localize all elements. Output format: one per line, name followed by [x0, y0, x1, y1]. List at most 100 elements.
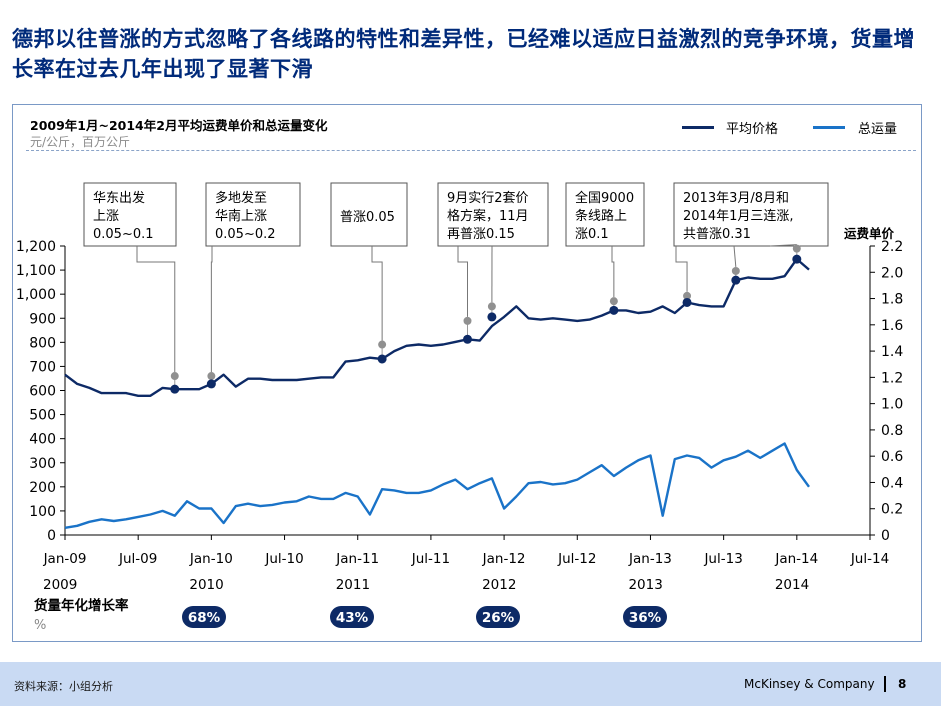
year-label: 2013: [628, 577, 662, 593]
pre-increase-marker: [683, 291, 692, 300]
right-tick-label: 0.4: [881, 475, 903, 491]
pre-increase-marker: [207, 372, 216, 381]
pre-increase-marker: [487, 302, 496, 311]
annotation-box: [83, 182, 177, 247]
annotation-text: 共普涨0.31: [683, 227, 751, 242]
footer-bar: [0, 662, 941, 706]
footer-separator: [884, 676, 886, 692]
x-tick-label: Jul-12: [557, 551, 596, 567]
pre-increase-marker: [463, 316, 472, 325]
left-tick-label: 1,200: [16, 239, 56, 255]
growth-value: 43%: [336, 610, 369, 626]
brand-label: McKinsey & Company: [744, 677, 875, 691]
growth-pill: [182, 606, 226, 628]
annotation-leader: [733, 245, 737, 268]
units-label: 元/公斤，百万公斤: [30, 135, 131, 149]
x-tick-label: Jan-14: [774, 551, 818, 567]
title-divider: [26, 150, 916, 151]
annotation-box: [330, 182, 408, 247]
left-tick-label: 400: [29, 432, 56, 448]
annotation-text: 上涨: [93, 209, 119, 224]
x-tick-label: Jul-10: [264, 551, 303, 567]
growth-value: 26%: [482, 610, 515, 626]
annotation-leader: [371, 246, 383, 341]
annotation-leader: [136, 246, 176, 373]
pre-increase-marker: [792, 244, 801, 253]
right-axis-label: 运费单价: [844, 226, 895, 241]
x-tick-label: Jan-11: [335, 551, 379, 567]
annotation-leader: [457, 246, 468, 317]
right-tick-label: 1.0: [881, 397, 903, 413]
annotation-text: 再普涨0.15: [447, 227, 515, 242]
page-number: 8: [898, 677, 907, 691]
year-label: 2014: [775, 577, 809, 593]
left-tick-label: 700: [29, 359, 56, 375]
annotation-text: 9月实行2套价: [447, 190, 529, 206]
price-marker: [377, 354, 387, 364]
source-note: 资料来源：小组分析: [14, 680, 113, 693]
x-tick-label: Jul-09: [118, 551, 157, 567]
left-tick-label: 800: [29, 335, 56, 351]
chart-title: 2009年1月~2014年2月平均运费单价和总运量变化: [30, 118, 328, 133]
x-tick-label: Jan-13: [628, 551, 672, 567]
price-marker: [682, 297, 692, 307]
left-tick-label: 100: [29, 504, 56, 520]
annotation-text: 华东出发: [93, 190, 145, 206]
right-tick-label: 1.6: [881, 318, 903, 334]
right-tick-label: 2.2: [881, 239, 903, 255]
left-tick-label: 1,100: [16, 263, 56, 279]
year-label: 2011: [336, 577, 370, 593]
pre-increase-marker: [731, 266, 740, 275]
annotation-text: 0.05~0.1: [93, 227, 154, 242]
left-tick-label: 900: [29, 311, 56, 327]
annotation-box: [205, 182, 301, 247]
x-tick-label: Jul-13: [703, 551, 742, 567]
x-tick-label: Jan-10: [189, 551, 233, 567]
x-tick-label: Jul-11: [411, 551, 450, 567]
x-tick-label: Jan-12: [482, 551, 526, 567]
annotation-text: 多地发至: [215, 190, 267, 206]
price-marker: [731, 275, 741, 285]
pre-increase-marker: [609, 297, 618, 306]
x-tick-label: Jul-14: [850, 551, 889, 567]
left-tick-label: 200: [29, 480, 56, 496]
left-tick-label: 500: [29, 408, 56, 424]
price-marker: [206, 379, 216, 389]
right-tick-label: 0.8: [881, 423, 903, 439]
year-label: 2010: [189, 577, 223, 593]
annotation-text: 全国9000: [575, 190, 634, 206]
legend-label-price: 平均价格: [726, 122, 779, 137]
pre-increase-marker: [170, 372, 179, 381]
right-tick-label: 0.6: [881, 449, 903, 465]
annotation-leader: [675, 246, 688, 292]
year-label: 2012: [482, 577, 516, 593]
price-marker: [170, 384, 180, 394]
right-tick-label: 2.0: [881, 265, 903, 281]
left-tick-label: 0: [47, 528, 56, 544]
annotation-box: [673, 182, 829, 247]
annotation-text: 2013年3月/8月和: [683, 191, 789, 206]
annotation-text: 普涨0.05: [340, 210, 395, 225]
year-label: 2009: [43, 577, 77, 593]
growth-label: 货量年化增长率: [33, 597, 129, 614]
annotation-box: [437, 182, 549, 247]
growth-unit: %: [34, 618, 46, 633]
annotation-leader: [769, 244, 797, 247]
annotation-box: [565, 182, 645, 247]
headline: 德邦以往普涨的方式忽略了各线路的特性和差异性，已经难以适应日益激烈的竞争环境，货…: [12, 26, 915, 81]
legend-swatch-price: [682, 126, 714, 129]
legend-swatch-volume: [813, 126, 845, 129]
annotation-text: 条线路上: [575, 208, 627, 224]
right-tick-label: 0.2: [881, 502, 903, 518]
annotation-text: 涨0.1: [575, 227, 609, 242]
price-marker: [487, 312, 497, 322]
right-tick-label: 1.2: [881, 370, 903, 386]
price-marker: [463, 334, 472, 344]
growth-value: 36%: [629, 610, 662, 626]
annotation-leader: [210, 246, 213, 373]
right-tick-label: 1.8: [881, 292, 903, 308]
annotation-text: 0.05~0.2: [215, 227, 276, 242]
left-tick-label: 300: [29, 456, 56, 472]
annotation-text: 2014年1月三连涨,: [683, 208, 794, 224]
series-line: [64, 442, 810, 529]
